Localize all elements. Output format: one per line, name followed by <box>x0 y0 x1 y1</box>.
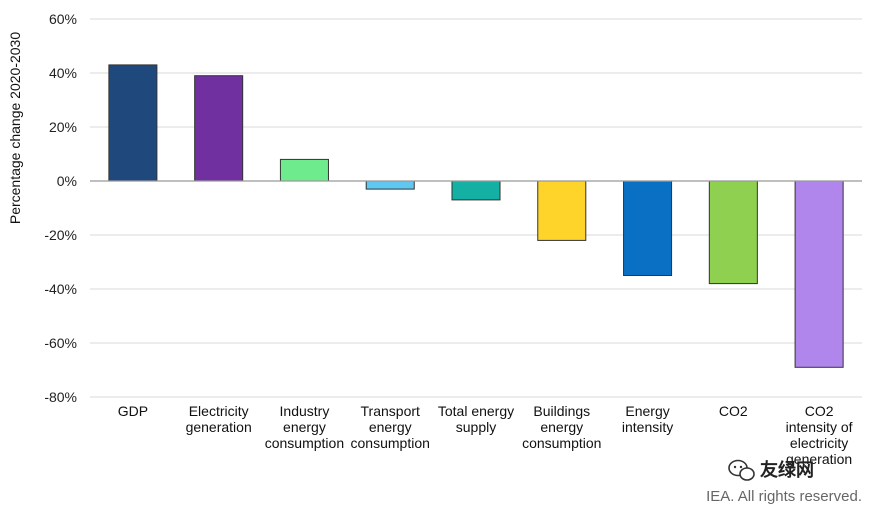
bar <box>623 180 673 276</box>
bar <box>537 180 587 241</box>
category-label: CO2 <box>719 403 748 419</box>
bar <box>194 75 244 182</box>
y-tick-label: 60% <box>49 11 77 27</box>
category-label: Transport energy consumption <box>351 403 430 451</box>
category-label: Industry energy consumption <box>265 403 344 451</box>
y-tick-label: -80% <box>44 389 77 405</box>
y-tick-label: -20% <box>44 227 77 243</box>
bar <box>708 180 758 285</box>
category-label: Energy intensity <box>622 403 673 435</box>
category-label: Buildings energy consumption <box>522 403 601 451</box>
y-tick-label: 20% <box>49 119 77 135</box>
y-tick-label: 40% <box>49 65 77 81</box>
bar <box>451 180 501 201</box>
category-label: Electricity generation <box>186 403 252 435</box>
credit-text: IEA. All rights reserved. <box>706 488 862 505</box>
y-tick-label: -40% <box>44 281 77 297</box>
bar <box>108 64 158 182</box>
wechat-brand: 友绿网 <box>728 459 814 481</box>
y-tick-label: -60% <box>44 335 77 351</box>
bar <box>794 180 844 368</box>
category-label: GDP <box>118 403 148 419</box>
bar <box>365 180 415 190</box>
bars <box>108 64 844 368</box>
bar <box>279 158 329 182</box>
category-label: CO2 intensity of electricity generation <box>786 403 853 467</box>
y-tick-label: 0% <box>57 173 77 189</box>
y-tick-labels: 60% 40% 20% 0% -20% -40% -60% -80% <box>44 11 77 405</box>
wechat-icon <box>728 459 755 481</box>
category-label: Total energy supply <box>438 403 514 435</box>
category-labels: GDP Electricity generation Industry energy co… <box>118 403 853 467</box>
wechat-brand-name: 友绿网 <box>760 459 814 481</box>
y-axis-title: Percentage change 2020-2030 <box>7 32 23 224</box>
